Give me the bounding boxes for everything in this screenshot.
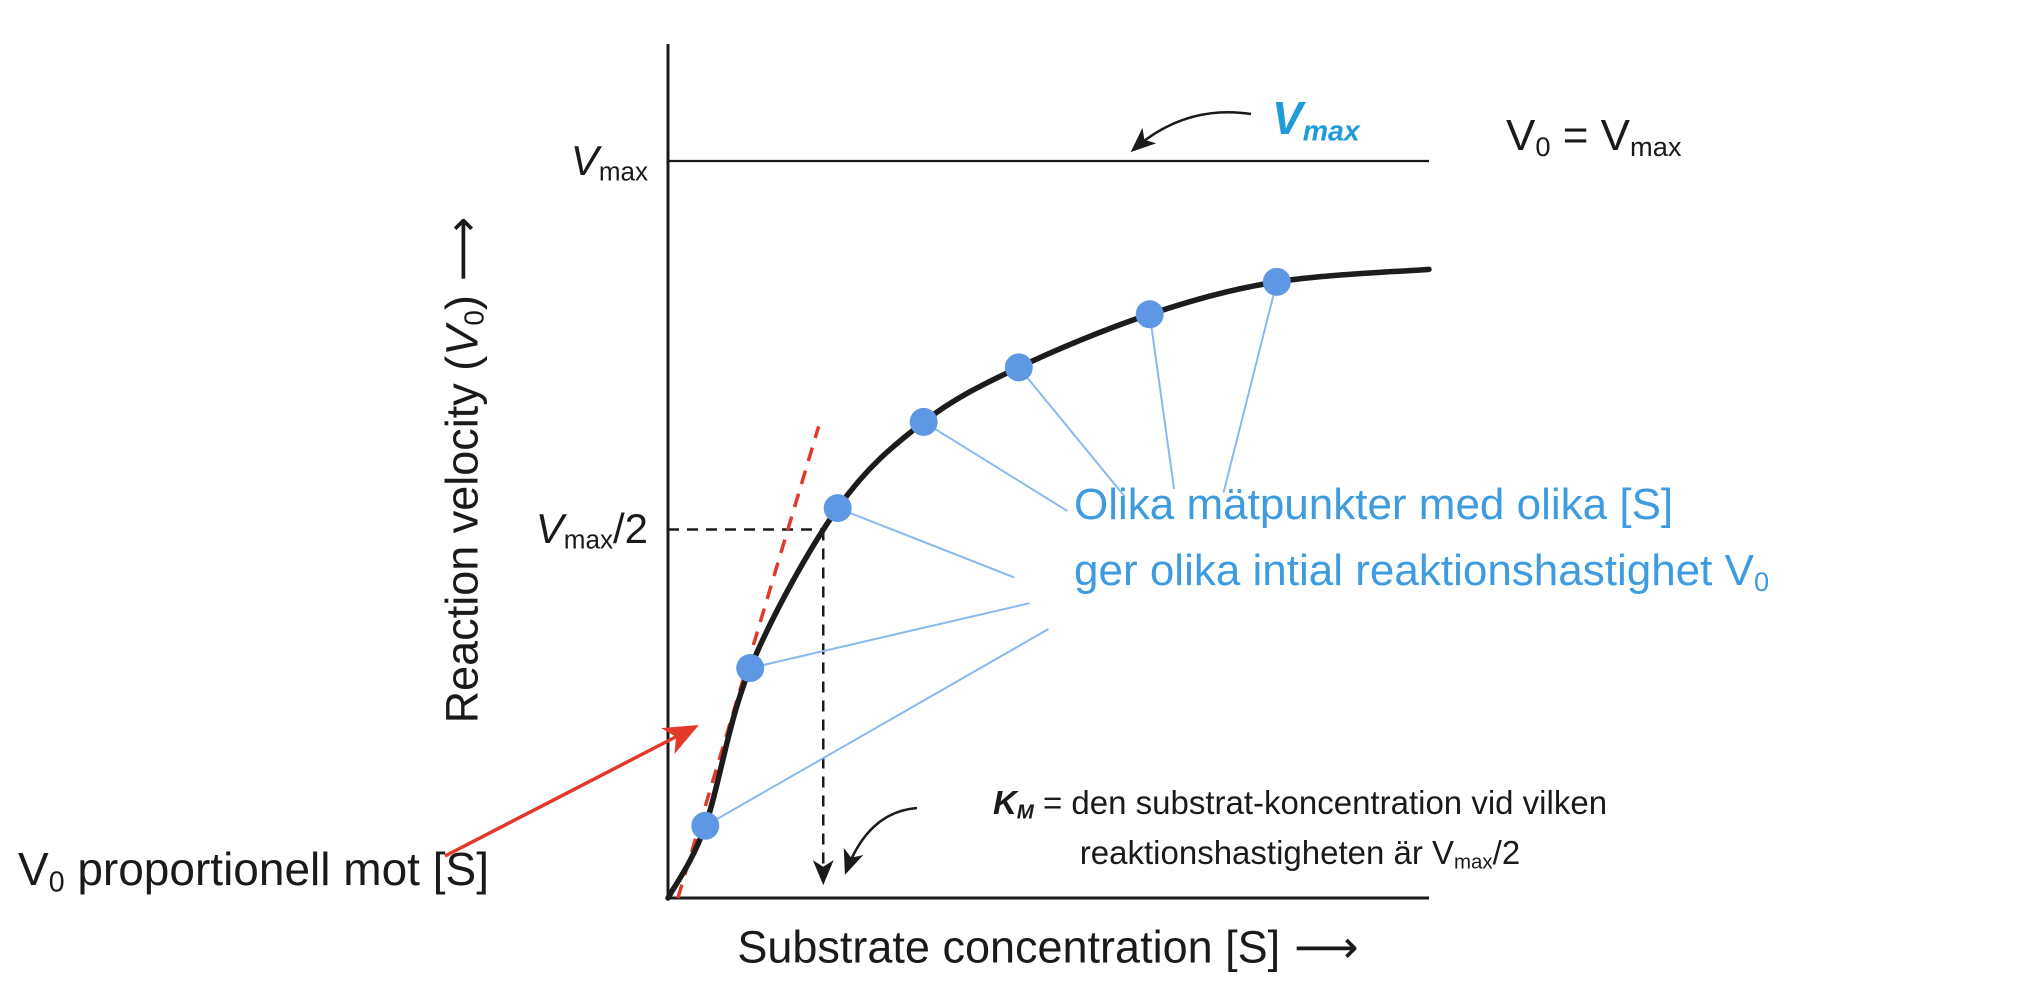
y-axis-label-close: ) bbox=[436, 295, 488, 311]
km-callout-arrow bbox=[843, 806, 918, 875]
v0-eq-sub2: max bbox=[1630, 131, 1682, 162]
km-symbol: K bbox=[992, 784, 1017, 821]
v0-eq-sub1: 0 bbox=[1535, 131, 1551, 162]
data-point bbox=[691, 811, 720, 840]
x-axis-label-text: Substrate concentration [S] bbox=[737, 921, 1281, 973]
vmax-callout-label: Vmax bbox=[1272, 91, 1360, 148]
axis-arrow-icon: ⟶ bbox=[1294, 921, 1359, 973]
x-axis-label: Substrate concentration [S] ⟶ bbox=[737, 921, 1358, 974]
v0-prop-text: proportionell mot [S] bbox=[64, 843, 489, 895]
km-definition-line2: reaktionshastigheten är Vmax/2 bbox=[955, 828, 1645, 878]
connector-line bbox=[704, 628, 1049, 827]
km-definition-line1: KM = den substrat-koncentration vid vilk… bbox=[955, 778, 1645, 828]
data-point bbox=[909, 407, 938, 436]
measurement-note-line2-text: ger olika intial reaktionshastighet V bbox=[1074, 546, 1754, 595]
half-vmax-tick-v: V bbox=[535, 505, 564, 552]
v0-eq-mid: = V bbox=[1550, 111, 1631, 160]
connector-line bbox=[923, 421, 1069, 512]
vmax-tick-sub: max bbox=[598, 156, 648, 187]
measurement-note: Olika mätpunkter med olika [S] ger olika… bbox=[1074, 472, 1769, 604]
half-vmax-tick-sub: max bbox=[563, 524, 613, 555]
km-definition-line2-post: /2 bbox=[1492, 833, 1521, 871]
v0-equals-vmax-label: V0 = Vmax bbox=[1506, 111, 1682, 161]
connector-line bbox=[1018, 366, 1126, 497]
measurement-note-line1: Olika mätpunkter med olika [S] bbox=[1074, 480, 1674, 529]
half-vmax-tick-label: Vmax/2 bbox=[452, 505, 648, 553]
data-point bbox=[1004, 353, 1033, 382]
km-definition-line2-sub: max bbox=[1454, 850, 1493, 873]
y-axis-label: Reaction velocity (V0)⟶ bbox=[436, 216, 490, 724]
vmax-tick-label: Vmax bbox=[500, 137, 648, 185]
data-point bbox=[823, 494, 852, 523]
connector-line bbox=[749, 602, 1030, 670]
measurement-note-line2-sub: 0 bbox=[1753, 566, 1770, 597]
connector-line bbox=[837, 507, 1015, 579]
data-point bbox=[1262, 267, 1291, 296]
data-point bbox=[736, 654, 765, 683]
vmax-callout-sub: max bbox=[1302, 115, 1360, 148]
km-definition-line1-text: = den substrat-koncentration vid vilken bbox=[1033, 784, 1608, 821]
connector-line bbox=[1222, 281, 1278, 493]
km-symbol-sub: M bbox=[1016, 800, 1034, 824]
red-annotation-arrow bbox=[444, 724, 699, 858]
vmax-callout-v: V bbox=[1272, 92, 1303, 144]
v0-eq-v1: V bbox=[1506, 111, 1536, 160]
connector-line bbox=[1148, 314, 1176, 490]
data-point bbox=[1135, 300, 1164, 329]
measurement-note-line2: ger olika intial reaktionshastighet V0 bbox=[1074, 538, 1769, 604]
half-vmax-tick-post: /2 bbox=[612, 505, 648, 552]
vmax-callout-arrow bbox=[1130, 110, 1252, 153]
axis-arrow-icon: ⟶ bbox=[436, 216, 488, 282]
v0-prop-sub: 0 bbox=[48, 866, 65, 899]
v0-proportional-note: V0 proportionell mot [S] bbox=[18, 842, 489, 899]
y-axis-label-v-sub: 0 bbox=[458, 310, 490, 326]
v0-prop-v: V bbox=[18, 843, 49, 895]
vmax-tick-v: V bbox=[570, 137, 599, 184]
km-definition-line2-text: reaktionshastigheten är V bbox=[1079, 833, 1455, 871]
km-definition: KM = den substrat-koncentration vid vilk… bbox=[955, 778, 1645, 877]
y-axis-label-v: V bbox=[436, 325, 488, 356]
